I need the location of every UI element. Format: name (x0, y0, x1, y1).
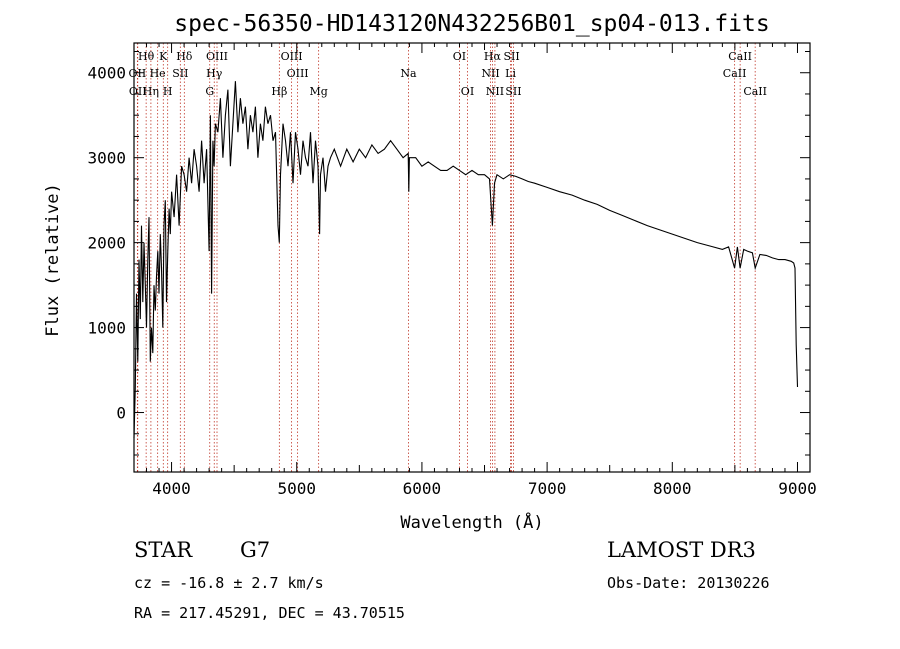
line-label-12: OIII (281, 50, 303, 63)
line-label-19: Hα (484, 50, 502, 63)
x-tick-label-8000: 8000 (653, 479, 692, 498)
line-label-26: CaII (723, 67, 747, 80)
x-tick-label-7000: 7000 (528, 479, 567, 498)
x-axis-label: Wavelength (Å) (400, 511, 543, 533)
line-label-2: OII (129, 85, 147, 98)
y-tick-label-1000: 1000 (87, 319, 126, 338)
line-label-23: NII (486, 85, 504, 98)
line-label-4: He (150, 67, 166, 80)
x-tick-label-5000: 5000 (277, 479, 316, 498)
line-label-9: OIII (206, 50, 228, 63)
line-label-10: Hγ (206, 67, 223, 80)
line-label-11: G (205, 85, 214, 98)
x-tick-label-4000: 4000 (152, 479, 191, 498)
obs-date-label: Obs-Date: 20130226 (607, 574, 770, 592)
line-label-15: Mg (309, 85, 327, 98)
survey-label: LAMOST DR3 (607, 538, 756, 562)
line-label-16: Na (400, 67, 417, 80)
line-label-18: OI (461, 85, 474, 98)
line-label-14: Hβ (271, 85, 287, 98)
line-label-6: Hδ (176, 50, 193, 63)
line-label-0: Hθ (138, 50, 155, 63)
line-label-3: K (159, 50, 168, 63)
line-label-8: H (163, 85, 173, 98)
line-label-20: SII (503, 50, 519, 63)
x-tick-label-6000: 6000 (403, 479, 442, 498)
y-tick-label-3000: 3000 (87, 149, 126, 168)
y-tick-label-0: 0 (116, 404, 126, 423)
line-label-13: OIII (287, 67, 309, 80)
line-label-27: CaII (743, 85, 767, 98)
line-label-5: Hη (143, 85, 159, 98)
object-subclass: G7 (240, 538, 271, 562)
y-tick-label-4000: 4000 (87, 64, 126, 83)
plot-frame (133, 42, 811, 473)
spectral-line-markers (136, 43, 756, 472)
line-label-21: NII (481, 67, 499, 80)
coordinates-label: RA = 217.45291, DEC = 43.70515 (134, 604, 405, 622)
redshift-label: cz = -16.8 ± 2.7 km/s (134, 574, 324, 592)
line-label-17: OI (453, 50, 466, 63)
line-label-1: OII (129, 67, 147, 80)
axis-ticks: 4000 5000 6000 7000 8000 9000 0 1000 2000 3000 400… (87, 43, 817, 498)
x-tick-label-9000: 9000 (778, 479, 817, 498)
line-label-24: SII (505, 85, 521, 98)
line-label-22: Li (505, 67, 516, 80)
object-class: STAR (134, 538, 193, 562)
y-tick-label-2000: 2000 (87, 234, 126, 253)
y-axis-label: Flux (relative) (43, 183, 63, 337)
line-label-7: SII (172, 67, 188, 80)
line-label-25: CaII (728, 50, 752, 63)
series-line (133, 81, 799, 439)
chart-title: spec-56350-HD143120N432256B01_sp04-013.f… (174, 11, 769, 37)
